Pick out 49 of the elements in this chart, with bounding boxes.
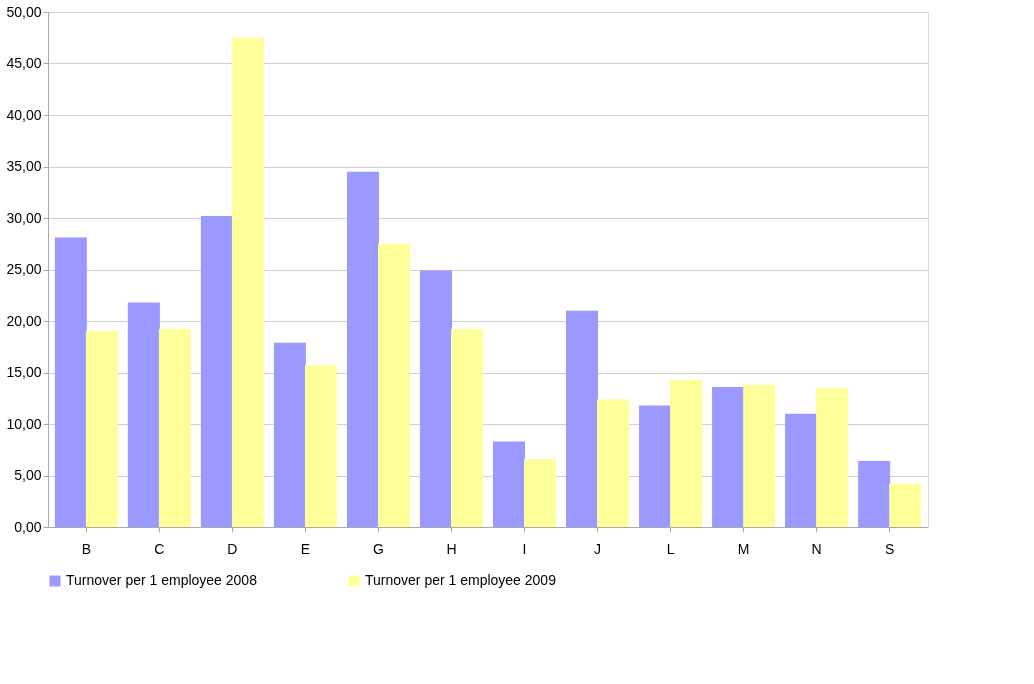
bar [85, 331, 118, 527]
x-tick-label: N [811, 540, 822, 557]
bar [493, 441, 525, 527]
bar [231, 37, 264, 527]
bar [304, 365, 337, 527]
bar [346, 171, 379, 527]
bar [273, 342, 306, 527]
bar [377, 243, 410, 527]
bar [639, 405, 672, 527]
y-tick-label: 30,00 [6, 209, 42, 226]
bar [858, 461, 891, 527]
bar [524, 459, 557, 527]
bar [712, 386, 745, 527]
y-tick-label: 40,00 [6, 106, 42, 123]
y-tick-label: 50,00 [6, 3, 42, 20]
y-tick-label: 5,00 [14, 467, 42, 483]
x-tick-label: S [884, 540, 895, 557]
bar [158, 329, 191, 527]
bar [785, 413, 818, 527]
y-tick-label: 15,00 [6, 364, 42, 380]
legend-label: Turnover per 1 employee 2008 [66, 572, 258, 588]
x-tick-label: I [522, 540, 527, 557]
bar [889, 483, 922, 527]
x-tick-label: L [666, 540, 675, 557]
bar [566, 310, 599, 527]
x-tick-label: E [300, 540, 311, 557]
bar [54, 237, 87, 527]
bar [451, 329, 483, 527]
y-tick-label: 25,00 [6, 261, 42, 277]
x-tick-label: D [227, 540, 238, 557]
legend-label: Turnover per 1 employee 2009 [365, 572, 557, 588]
y-tick-label: 20,00 [6, 312, 42, 329]
bar [670, 379, 703, 527]
bar [816, 387, 849, 527]
bar [200, 215, 233, 527]
x-tick-label: C [154, 540, 165, 557]
y-tick-label: 45,00 [6, 55, 42, 71]
bar [743, 384, 776, 527]
y-tick-label: 0,00 [14, 518, 42, 535]
x-tick-label: J [594, 540, 602, 557]
bar [597, 399, 630, 527]
y-tick-label: 10,00 [6, 415, 42, 432]
x-tick-label: B [81, 540, 92, 557]
x-tick-label: G [373, 540, 384, 557]
bar [419, 270, 452, 527]
x-tick-label: M [737, 540, 750, 557]
x-tick-label: H [446, 540, 457, 557]
bar [127, 302, 160, 527]
y-tick-label: 35,00 [6, 158, 42, 174]
